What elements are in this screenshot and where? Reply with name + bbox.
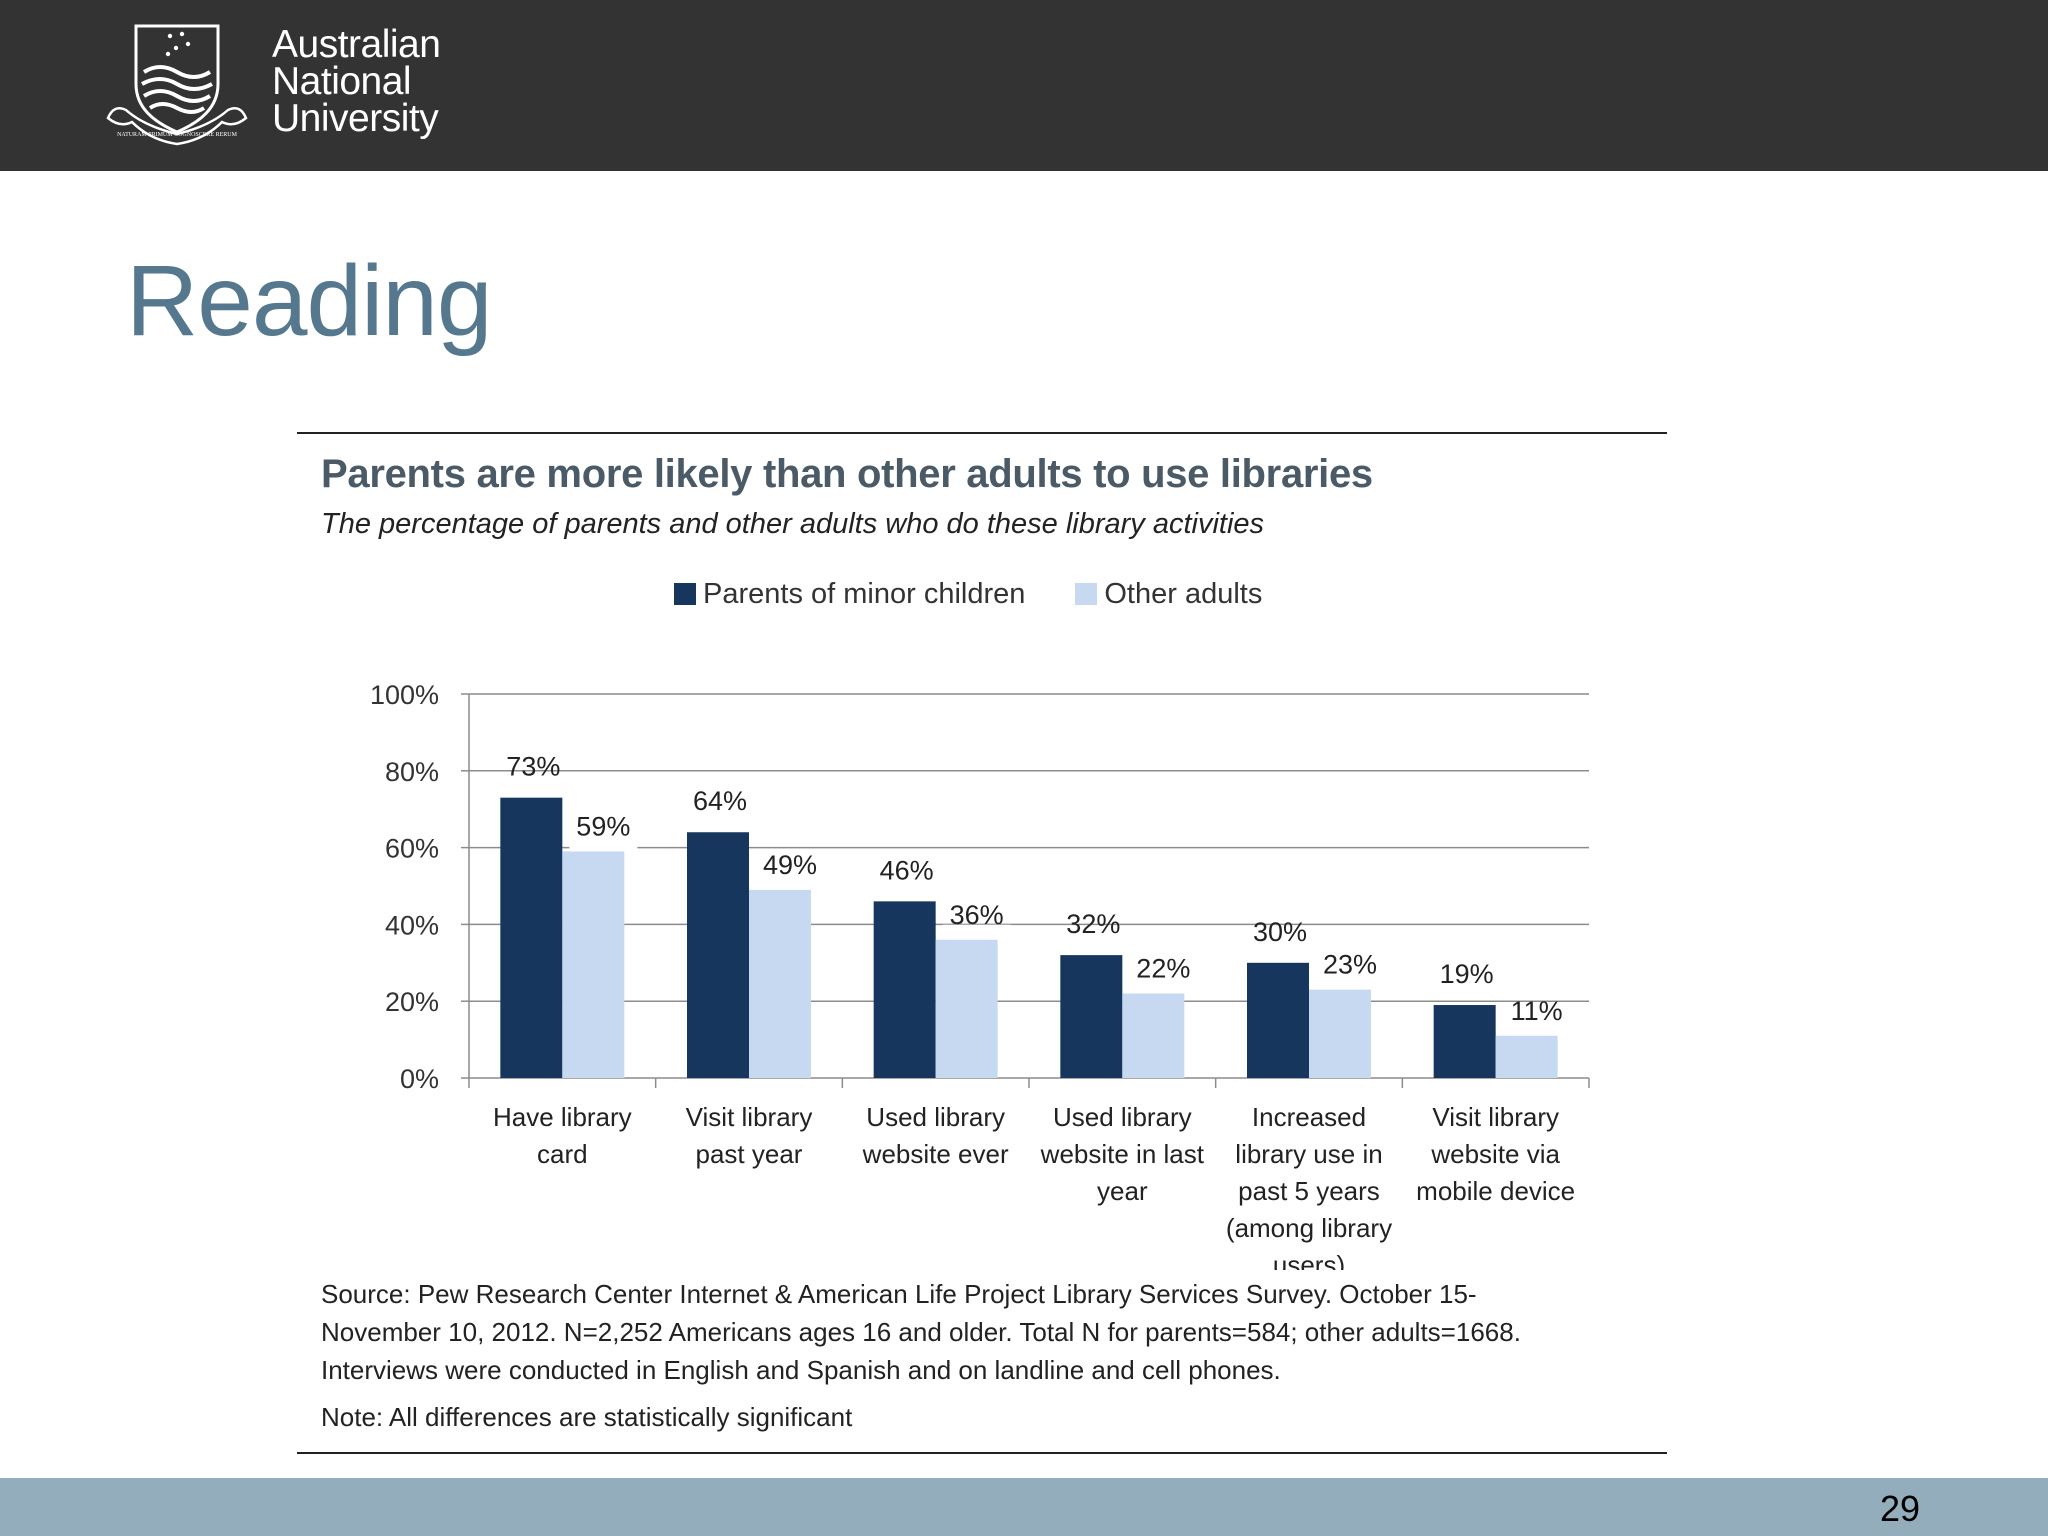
x-tick-label: website in last [1040,1139,1205,1169]
org-name-line: National [272,60,412,103]
chart-title: Parents are more likely than other adult… [321,452,1373,496]
y-tick-label: 100% [370,680,439,710]
chart-notes: Source: Pew Research Center Internet & A… [321,1275,1661,1436]
x-tick-label: Used library [866,1102,1005,1132]
page-number: 29 [1880,1488,1921,1529]
logo-motto: NATURAM PRIMUM COGNOSCERE RERUM [117,132,238,138]
source-line: Source: Pew Research Center Internet & A… [321,1279,1477,1309]
header-bar: NATURAM PRIMUM COGNOSCERE RERUM Australi… [0,0,2048,171]
legend-label: Parents of minor children [703,577,1026,610]
source-line: November 10, 2012. N=2,252 Americans age… [321,1317,1521,1347]
bar-parents [500,797,563,1078]
data-label: 22% [1136,954,1190,984]
bar-parents [873,901,936,1078]
x-tick-label: card [537,1139,588,1169]
x-tick-label: website ever [862,1139,1009,1169]
x-tick-label: past year [696,1139,803,1169]
x-tick-label: year [1097,1176,1148,1206]
data-label: 19% [1440,959,1494,989]
note-line: Note: All differences are statistically … [321,1402,853,1432]
data-label: 46% [880,855,934,885]
x-tick-label: past 5 years [1238,1176,1380,1206]
anu-crest-icon: NATURAM PRIMUM COGNOSCERE RERUM [106,24,248,146]
bar-chart: 0% 20% 40% 60% 80% 100% 73% 59% Have library card… [370,680,1590,1270]
bar-other-adults [1495,1035,1558,1078]
legend-item-parents: Parents of minor children [674,578,1025,611]
x-tick-label: library use in [1235,1139,1382,1169]
legend-item-other-adults: Other adults [1075,578,1262,611]
x-tick-label: users) [1273,1250,1345,1270]
x-tick-label: Used library [1053,1102,1192,1132]
data-label: 32% [1066,909,1120,939]
org-name: Australian National University [272,23,441,140]
bar-parents [1433,1005,1496,1078]
bar-parents [1247,962,1309,1078]
data-label: 73% [506,752,560,782]
x-tick-label: Have library [493,1102,632,1132]
y-tick-label: 60% [385,834,439,864]
bar-other-adults [1309,989,1371,1078]
source-line: Interviews were conducted in English and… [321,1355,1281,1385]
chart-legend: Parents of minor children Other adults [674,576,1312,612]
x-tick-label: Visit library [686,1102,813,1132]
bar-other-adults [749,889,811,1078]
org-name-line: Australian [272,23,441,66]
x-tick-label: mobile device [1416,1176,1575,1206]
x-tick-label: (among library [1226,1213,1392,1243]
y-tick-label: 80% [385,757,439,787]
data-label: 23% [1323,950,1377,980]
chart-subtitle: The percentage of parents and other adul… [321,508,1265,540]
slide-title: Reading [126,245,493,357]
legend-swatch [674,583,696,605]
org-name-line: University [272,97,439,140]
legend-label: Other adults [1104,577,1263,610]
data-label: 36% [950,900,1004,930]
y-tick-label: 20% [385,987,439,1017]
y-tick-label: 40% [385,910,439,940]
legend-swatch [1075,583,1098,605]
y-tick-label: 0% [400,1064,439,1094]
bar-other-adults [562,851,625,1078]
data-label: 49% [763,850,817,880]
bar-parents [1060,955,1123,1078]
bar-other-adults [1122,993,1185,1078]
x-tick-label: Increased [1252,1102,1366,1132]
data-label: 64% [693,786,747,816]
x-tick-label: Visit library [1432,1102,1559,1132]
x-tick-label: website via [1430,1139,1560,1169]
bottom-rule [297,1452,1667,1454]
bar-other-adults [935,939,998,1078]
bar-parents [687,832,749,1078]
data-label: 11% [1511,996,1563,1026]
data-label: 30% [1253,917,1307,947]
footer-bar [0,1478,2048,1536]
top-rule [297,432,1667,434]
data-label: 59% [576,811,630,841]
chart-figure: Parents are more likely than other adult… [297,430,1679,1482]
